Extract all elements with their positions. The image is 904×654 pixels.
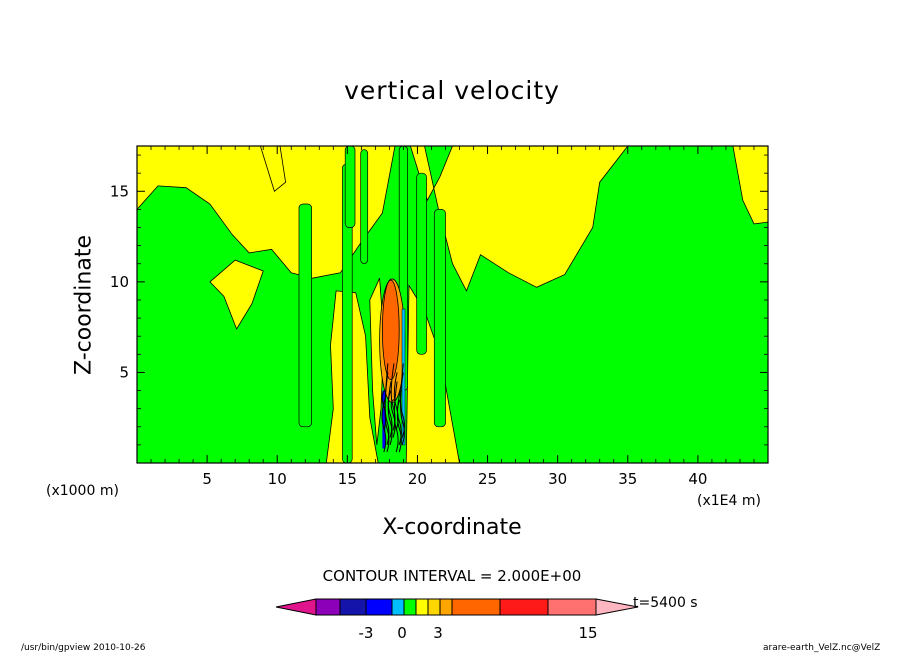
x-tick-label-30: 30: [548, 470, 567, 488]
dense-contour-12: [396, 390, 402, 453]
positive-region-7: [732, 146, 768, 225]
x-axis-label: X-coordinate: [382, 515, 522, 540]
x-tick-label-15: 15: [338, 470, 357, 488]
negative-streak-5: [433, 209, 446, 428]
x-tick-label-40: 40: [688, 470, 707, 488]
negative-streak-2: [360, 149, 369, 265]
x-tick-label-35: 35: [618, 470, 637, 488]
colorbar-cell-11: [547, 598, 597, 616]
positive-region-1: [209, 259, 264, 330]
downdraft-streak-2: [382, 390, 386, 449]
colorbar-right-arrow: [595, 598, 639, 616]
colorbar-cell-7: [427, 598, 441, 616]
x-tick-label-20: 20: [408, 470, 427, 488]
dense-contour-10: [390, 399, 396, 438]
y-tick-label-15: 15: [110, 182, 129, 200]
contour-field: [137, 146, 768, 463]
dense-contour-13: [400, 363, 405, 446]
y-axis-label: Z-coordinate: [71, 235, 97, 375]
colorbar-cell-10: [499, 598, 549, 616]
x-tick-label-25: 25: [478, 470, 497, 488]
x-tick-label-10: 10: [268, 470, 287, 488]
colorbar-tick-label: 15: [578, 624, 598, 642]
positive-region-0: [137, 146, 396, 279]
colorbar-tick-label: 0: [397, 624, 407, 642]
negative-streak-0: [298, 203, 312, 428]
x-unit-label: (x1000 m): [46, 483, 119, 499]
colorbar-cell-9: [451, 598, 501, 616]
chart-title: vertical velocity: [344, 76, 560, 105]
colorbar-cell-3: [365, 598, 393, 616]
colorbar-tick-label: 3: [433, 624, 443, 642]
y-tick-label-10: 10: [110, 273, 129, 291]
time-label: t=5400 s: [633, 595, 698, 611]
colorbar-cell-8: [439, 598, 453, 616]
colorbar-cell-6: [415, 598, 429, 616]
footer-program: /usr/bin/gpview 2010-10-26: [21, 643, 146, 653]
colorbar-cell-2: [339, 598, 367, 616]
dense-contour-8: [384, 363, 390, 453]
dense-contours: [381, 363, 405, 453]
footer-file: arare-earth_VelZ.nc@VelZ: [763, 643, 881, 653]
axis-ticks: 5 10 15 20 25 30 35 40 5 10 15: [110, 146, 768, 488]
colorbar-left-arrow: [275, 598, 317, 616]
colorbar-cell-5: [403, 598, 417, 616]
y-tick-label-5: 5: [119, 363, 129, 381]
dense-contour-0: [381, 399, 387, 453]
x-unit-label-secondary: (x1E4 m): [697, 493, 761, 509]
negative-streak-6: [344, 146, 356, 228]
colorbar-cell-1: [315, 598, 341, 616]
colorbar-tick-label: -3: [358, 624, 374, 642]
positive-region-5: [409, 146, 629, 292]
dense-contour-9: [387, 381, 393, 446]
negative-streak-4: [416, 172, 427, 355]
colorbar-cell-4: [391, 598, 405, 616]
contour-interval: CONTOUR INTERVAL = 2.000E+00: [322, 567, 582, 585]
positive-region-2: [259, 146, 287, 192]
updraft-core: [382, 279, 400, 381]
colorbar: [275, 598, 639, 616]
plot-frame: [136, 145, 769, 464]
x-tick-label-5: 5: [202, 470, 212, 488]
